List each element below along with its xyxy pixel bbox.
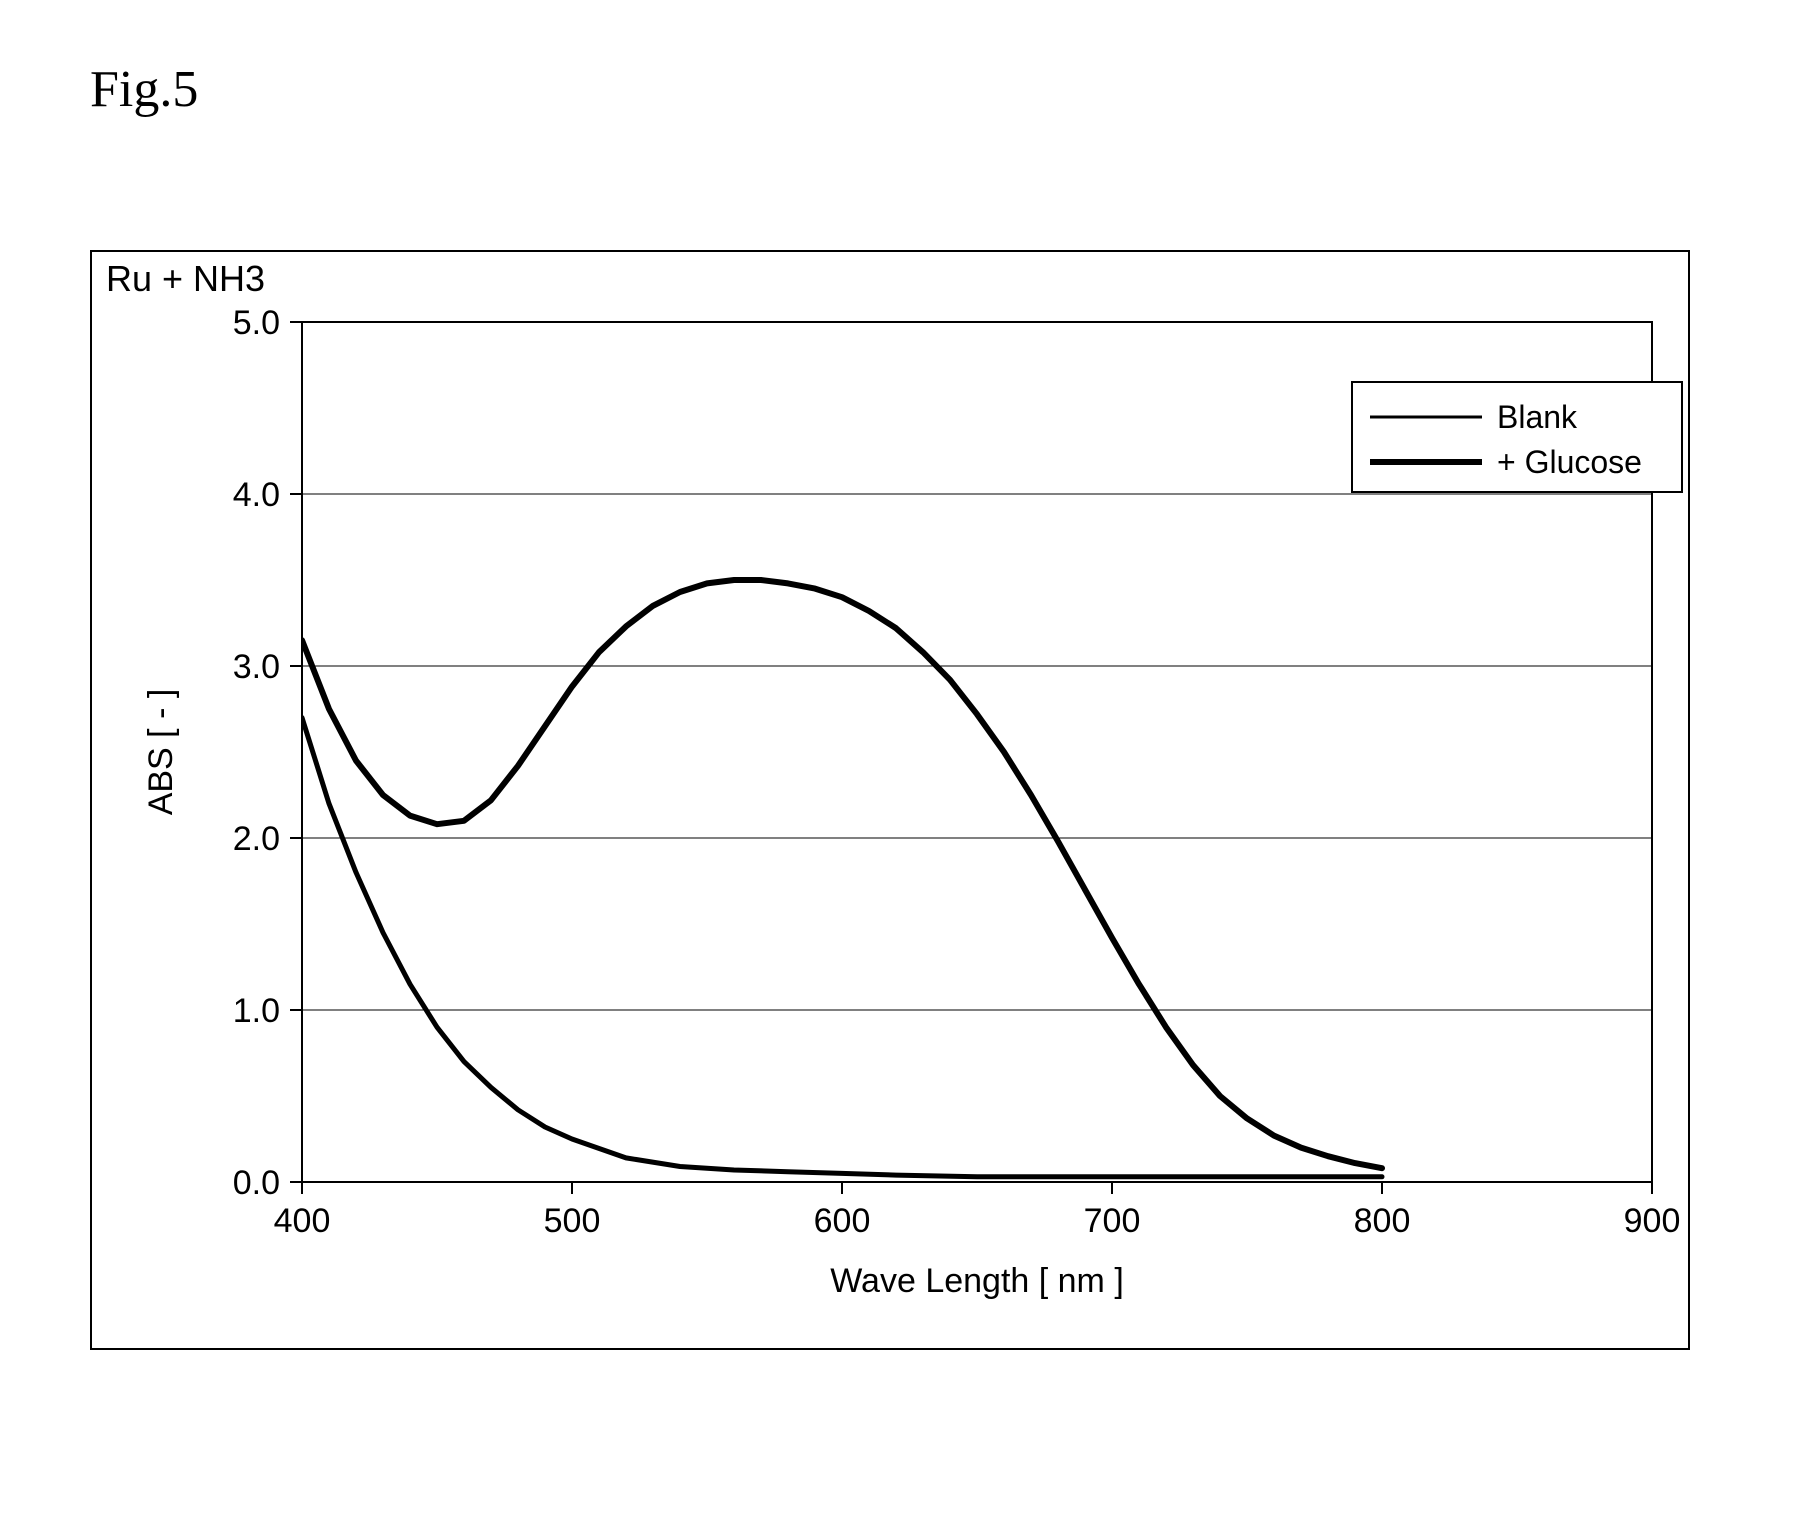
xtick-label: 400 bbox=[274, 1202, 331, 1240]
absorption-spectrum-chart: 400 500 600 700 800 900 0.0 1.0 2.0 3.0 4.0 5.0 Wave… bbox=[92, 252, 1688, 1348]
ytick-label: 3.0 bbox=[233, 648, 280, 686]
ytick-label: 5.0 bbox=[233, 304, 280, 342]
ytick-label: 1.0 bbox=[233, 992, 280, 1030]
ytick-label: 0.0 bbox=[233, 1164, 280, 1202]
xtick-label: 700 bbox=[1084, 1202, 1141, 1240]
series-line-1 bbox=[302, 580, 1382, 1168]
xtick-label: 900 bbox=[1624, 1202, 1681, 1240]
y-axis-label: ABS [ - ] bbox=[142, 689, 180, 816]
xtick-label: 600 bbox=[814, 1202, 871, 1240]
xtick-label: 800 bbox=[1354, 1202, 1411, 1240]
page: Fig.5 Ru + NH3 4005006007008009000.01.02… bbox=[0, 0, 1793, 1517]
legend-label: Blank bbox=[1497, 399, 1578, 435]
chart-outer-frame: Ru + NH3 4005006007008009000.01.02.03.04… bbox=[90, 250, 1690, 1350]
figure-label: Fig.5 bbox=[90, 60, 198, 119]
ytick-label: 2.0 bbox=[233, 820, 280, 858]
ytick-label: 4.0 bbox=[233, 476, 280, 514]
series-line-0 bbox=[302, 718, 1382, 1177]
x-axis-label: Wave Length [ nm ] bbox=[830, 1262, 1124, 1300]
xtick-label: 500 bbox=[544, 1202, 601, 1240]
legend-label: + Glucose bbox=[1497, 444, 1642, 480]
